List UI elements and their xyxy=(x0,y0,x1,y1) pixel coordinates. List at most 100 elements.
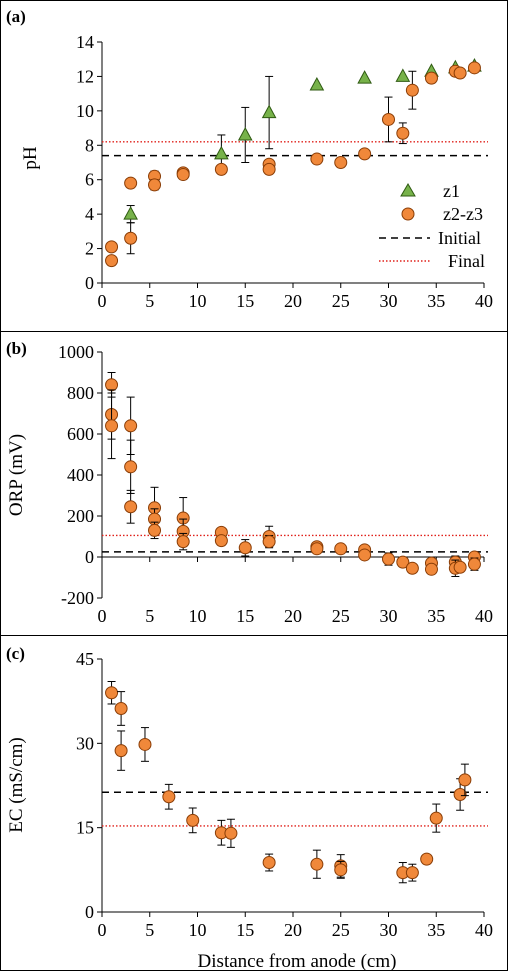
panel-c-x-tick-label: 0 xyxy=(98,920,107,940)
panel-b-z2z3-point xyxy=(424,562,438,576)
panel-b-reference-lines xyxy=(102,534,488,553)
panel-c-z2z3-point xyxy=(310,857,324,871)
panel-a-x-tick-label: 40 xyxy=(475,291,493,311)
panel-a-y-tick-label: 10 xyxy=(76,101,94,121)
panel-a-z2z3-point xyxy=(148,178,162,192)
legend-z2z3-circle-icon xyxy=(401,207,415,221)
panel-a-z2z3-point xyxy=(382,112,395,126)
panel-b-z2z3-point xyxy=(396,555,410,569)
panel-c-x-tick-label: 20 xyxy=(284,920,302,940)
panel-a-y-tick-label: 6 xyxy=(85,170,94,190)
panel-b-z2z3-point xyxy=(262,535,276,549)
panel-a-z2z3-point xyxy=(424,71,438,85)
panel-b-label: (b) xyxy=(6,339,27,358)
panel-a-z2z3-point xyxy=(310,152,324,166)
panel-b-z2z3-point xyxy=(334,542,348,556)
panel-a-legend: z1 z2-z3 Initial Final xyxy=(379,181,485,271)
panel-c-z2z3-point xyxy=(114,744,128,758)
panel-a-z1-point xyxy=(214,145,229,160)
panel-b-z2z3-point xyxy=(382,552,395,566)
panel-b-y-tick-label: -200 xyxy=(61,588,94,608)
panel-c-y-axis-title: EC (mS/cm) xyxy=(6,737,27,833)
panel-a-x-tick-label: 20 xyxy=(284,291,302,311)
legend-z2z3-label: z2-z3 xyxy=(443,204,483,224)
panel-a-y-axis-title: pH xyxy=(20,146,41,170)
panel-b-z2z3-point xyxy=(105,419,119,433)
panel-c-z2z3-point xyxy=(262,856,276,870)
panel-a-y-tick-label: 8 xyxy=(85,135,94,155)
panel-a-y-tick-label: 4 xyxy=(85,204,94,224)
panel-b-data xyxy=(105,372,481,577)
panel-a-axes: 0 2 4 6 8 10 12 14 0 5 10 15 20 25 30 35 40 xyxy=(76,32,493,311)
panel-a-x-tick-label: 25 xyxy=(332,291,350,311)
panel-c-x-tick-label: 10 xyxy=(189,920,207,940)
panel-a-x-tick-label: 35 xyxy=(427,291,445,311)
panel-c-y-tick-label: 15 xyxy=(76,818,94,838)
panel-c-y-tick-label: 45 xyxy=(76,649,94,669)
panel-b-x-tick-label: 5 xyxy=(145,606,154,626)
panel-b-x-tick-label: 10 xyxy=(189,606,207,626)
panel-b-z2z3-point xyxy=(124,419,138,433)
panel-b-y-tick-label: 600 xyxy=(67,424,94,444)
panel-b-z2z3-point xyxy=(214,534,228,548)
panel-a-z2z3-point xyxy=(358,147,372,161)
panel-a-z2z3-point xyxy=(214,162,228,176)
panel-b-y-tick-label: 1000 xyxy=(58,342,94,362)
legend-z1-label: z1 xyxy=(443,181,460,201)
panel-a-x-tick-label: 30 xyxy=(380,291,398,311)
panel-c-label: (c) xyxy=(6,644,25,663)
panel-c-axes: 0 15 30 45 0 5 10 15 20 25 30 35 40 xyxy=(76,649,493,940)
panel-b-z2z3-point xyxy=(105,378,119,392)
panel-a-z2z3-point xyxy=(405,83,419,97)
panel-b-x-tick-label: 20 xyxy=(284,606,302,626)
panel-b-y-tick-label: 0 xyxy=(85,547,94,567)
panel-b-z2z3-point xyxy=(467,557,481,571)
panel-b-y-axis-title: ORP (mV) xyxy=(6,434,27,516)
panel-c-z2z3-point xyxy=(405,866,419,880)
panel-c-z2z3-point xyxy=(334,863,348,877)
panel-b-z2z3-point xyxy=(124,500,138,514)
panel-c-y-tick-label: 30 xyxy=(76,733,94,753)
panel-a-z2z3-point xyxy=(334,156,348,169)
panel-c: (c) EC (mS/cm) Distance from anode (cm) … xyxy=(0,635,508,971)
panel-b-z2z3-point xyxy=(238,541,252,555)
panel-a: (a) pH 0 2 4 6 8 10 12 14 0 5 10 15 20 25 30 35 40 z1 z2… xyxy=(0,0,508,332)
panel-a-x-tick-label: 15 xyxy=(236,291,254,311)
panel-a-z2z3-point xyxy=(396,126,410,140)
panel-a-z1-point xyxy=(309,76,325,91)
legend-z1-triangle-icon xyxy=(400,183,416,197)
panel-a-reference-lines xyxy=(102,141,488,157)
panel-a-y-tick-label: 0 xyxy=(85,273,94,293)
panel-b-x-tick-label: 0 xyxy=(98,606,107,626)
panel-b-z2z3-point xyxy=(358,548,372,562)
panel-c-x-tick-label: 40 xyxy=(475,920,493,940)
panel-c-x-axis-title: Distance from anode (cm) xyxy=(198,951,397,971)
panel-c-z2z3-point xyxy=(114,701,128,715)
legend-initial-label: Initial xyxy=(438,228,481,248)
panel-a-z2z3-point xyxy=(105,254,119,268)
panel-b-x-tick-label: 35 xyxy=(427,606,445,626)
panel-c-z2z3-point xyxy=(138,737,152,751)
panel-c-x-tick-label: 25 xyxy=(332,920,350,940)
panel-a-z1-point xyxy=(261,104,277,119)
panel-a-y-tick-label: 14 xyxy=(76,32,94,52)
panel-a-x-tick-label: 0 xyxy=(98,291,107,311)
panel-c-z2z3-point xyxy=(429,811,443,825)
panel-c-z2z3-point xyxy=(458,773,472,787)
panel-a-label: (a) xyxy=(6,7,26,26)
panel-a-z2z3-point xyxy=(176,168,190,182)
panel-a-z2z3-point xyxy=(262,162,276,176)
panel-a-y-tick-label: 2 xyxy=(85,239,94,259)
panel-b-y-tick-label: 400 xyxy=(67,465,94,485)
panel-c-data xyxy=(105,680,472,884)
panel-a-z1-point xyxy=(395,68,411,82)
panel-c-x-tick-label: 35 xyxy=(427,920,445,940)
panel-b-z2z3-point xyxy=(310,542,324,556)
panel-c-reference-lines xyxy=(102,791,488,827)
panel-c-x-tick-label: 5 xyxy=(145,920,154,940)
panel-b-z2z3-point xyxy=(124,460,138,474)
panel-b-z2z3-point xyxy=(148,523,162,537)
panel-a-y-tick-label: 12 xyxy=(76,66,94,86)
